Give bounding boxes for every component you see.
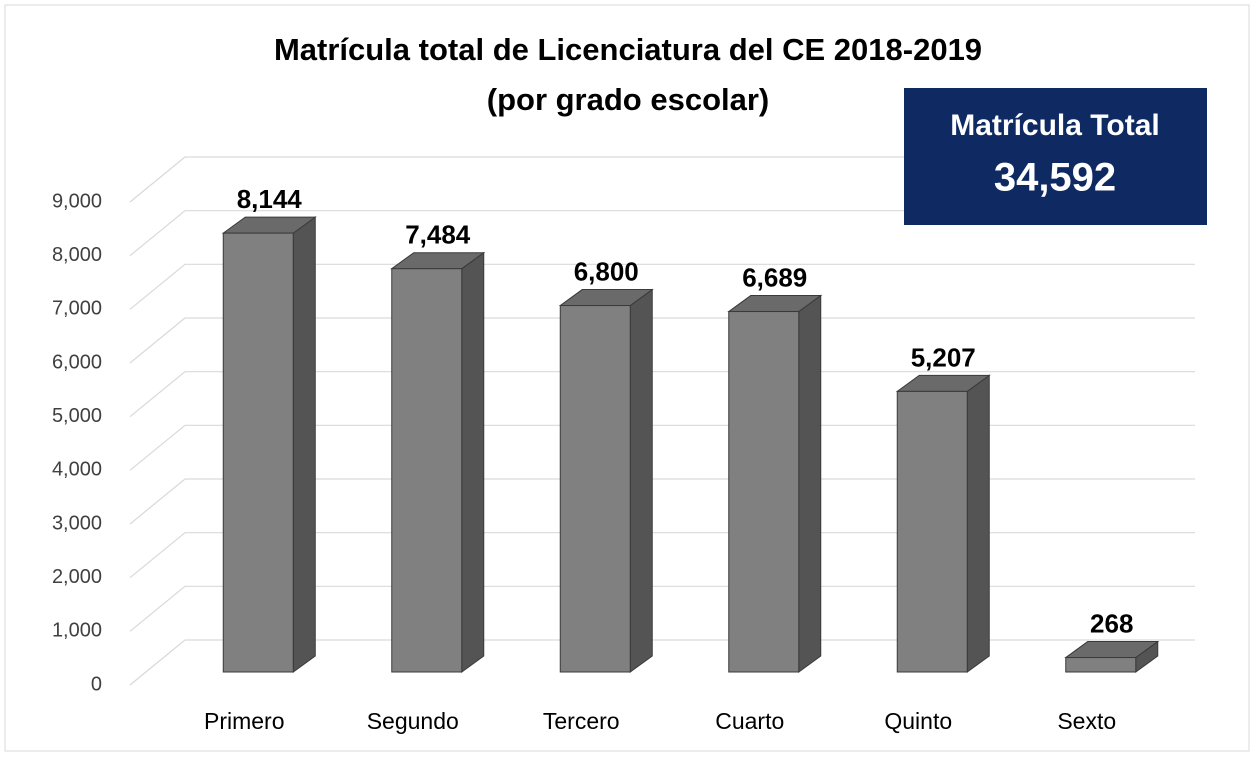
y-tick-label: 5,000 — [52, 405, 102, 427]
y-tick-label: 2,000 — [52, 566, 102, 588]
bar-front — [222, 232, 294, 673]
grid-line — [129, 478, 1195, 525]
bar — [390, 251, 486, 673]
bar-side — [629, 288, 653, 673]
chart-title: Matrícula total de Licenciatura del CE 2… — [274, 32, 982, 67]
x-tick-label: Tercero — [543, 708, 620, 734]
chart-subtitle: (por grado escolar) — [487, 82, 770, 117]
grid-line — [129, 371, 1195, 418]
data-label: 7,484 — [405, 220, 471, 250]
bar — [727, 294, 823, 673]
total-value: 34,592 — [994, 156, 1116, 200]
grid-line — [129, 317, 1195, 364]
x-tick-label: Quinto — [884, 708, 952, 734]
y-tick-label: 0 — [91, 673, 102, 695]
bar-front — [559, 305, 631, 673]
y-tick-label: 8,000 — [52, 244, 102, 266]
grid-line — [129, 639, 1195, 686]
y-tick-label: 3,000 — [52, 512, 102, 534]
data-label: 268 — [1090, 608, 1133, 638]
total-label: Matrícula Total — [950, 109, 1159, 142]
bar — [895, 374, 991, 673]
grid-line — [129, 585, 1195, 632]
bar-side — [798, 294, 822, 673]
data-label: 8,144 — [237, 184, 303, 214]
grid-line — [129, 156, 1195, 203]
grid-line — [129, 424, 1195, 471]
grid-line — [129, 263, 1195, 310]
grid-line — [129, 532, 1195, 579]
y-tick-label: 1,000 — [52, 620, 102, 642]
bar-side — [966, 374, 990, 673]
bar-front — [728, 311, 800, 673]
bar-front — [1065, 657, 1137, 673]
data-label: 6,689 — [742, 262, 807, 292]
x-tick-label: Cuarto — [715, 708, 784, 734]
total-box — [904, 88, 1207, 225]
y-tick-label: 6,000 — [52, 351, 102, 373]
bar-front — [391, 268, 463, 673]
y-tick-label: 7,000 — [52, 298, 102, 320]
bar — [221, 216, 317, 673]
bar — [558, 288, 654, 673]
grid-line — [129, 210, 1195, 257]
x-tick-label: Segundo — [367, 708, 459, 734]
bar-side — [292, 216, 316, 673]
x-tick-label: Primero — [204, 708, 285, 734]
bar-front — [896, 390, 968, 673]
y-tick-label: 9,000 — [52, 190, 102, 212]
data-label: 5,207 — [911, 342, 976, 372]
bar-side — [461, 251, 485, 673]
data-label: 6,800 — [574, 256, 639, 286]
x-tick-label: Sexto — [1057, 708, 1116, 734]
y-tick-label: 4,000 — [52, 459, 102, 481]
bar — [1064, 640, 1160, 673]
